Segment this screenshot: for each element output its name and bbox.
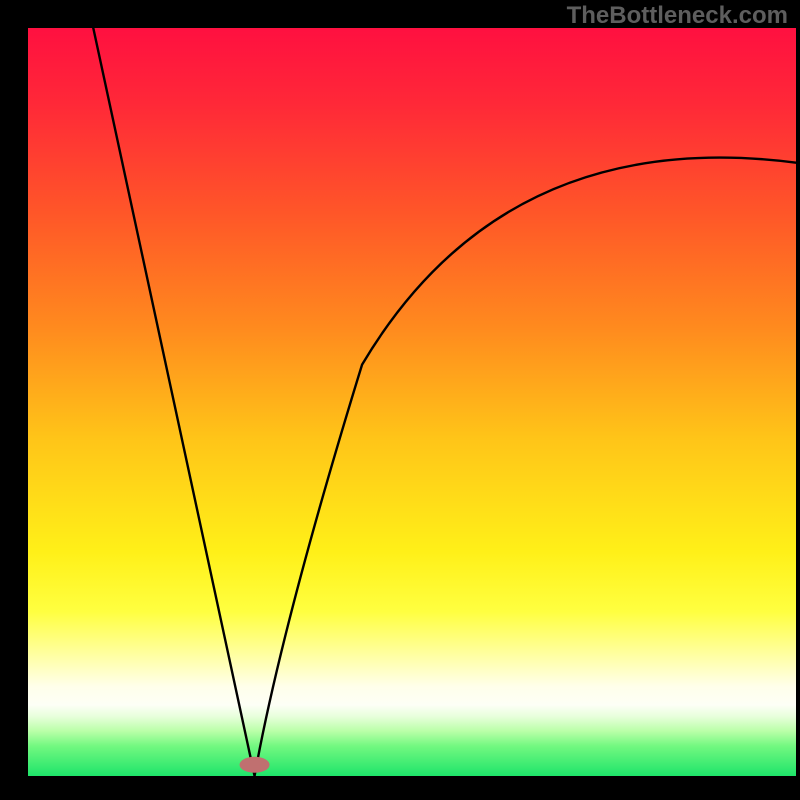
chart-svg (0, 0, 800, 800)
apex-marker (240, 757, 270, 773)
chart-container: TheBottleneck.com (0, 0, 800, 800)
watermark-text: TheBottleneck.com (567, 2, 788, 30)
plot-area (28, 28, 796, 776)
